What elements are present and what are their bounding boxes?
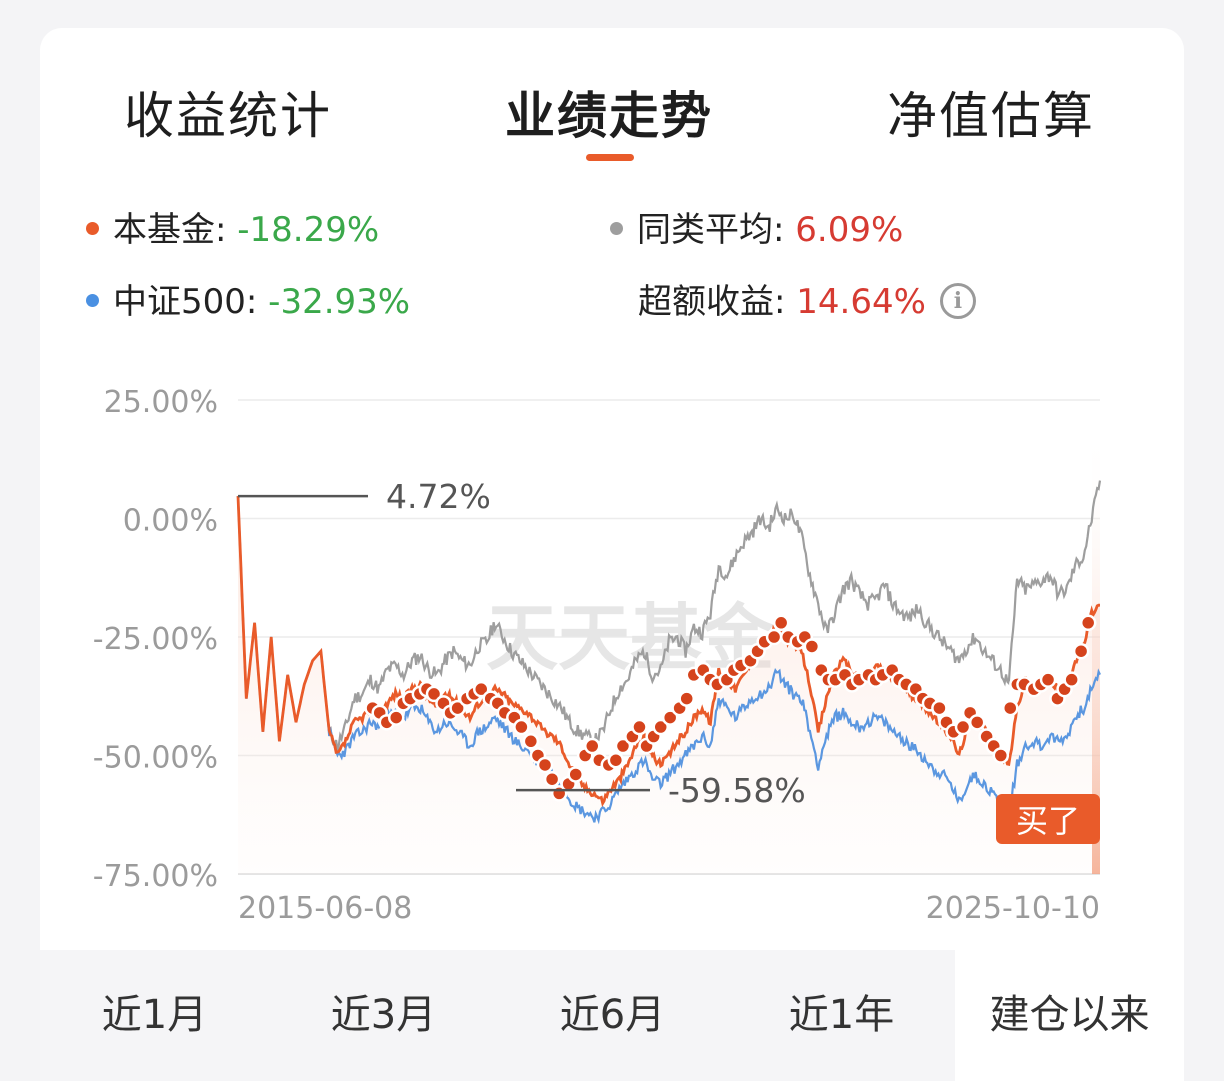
legend-category-avg: 同类平均: 6.09% bbox=[610, 202, 903, 251]
buy-marker bbox=[607, 751, 625, 769]
end-spike bbox=[1092, 423, 1100, 874]
buy-marker bbox=[678, 690, 695, 707]
fund-area bbox=[238, 496, 1100, 874]
category-avg-dot-icon bbox=[610, 222, 623, 235]
buy-badge-label: 买了 bbox=[1016, 802, 1080, 840]
period-3-months[interactable]: 近3月 bbox=[330, 992, 437, 1038]
buy-marker bbox=[614, 737, 632, 755]
y-tick-label: 25.00% bbox=[104, 385, 218, 420]
active-tab-indicator bbox=[586, 154, 634, 161]
legend-category-avg-label: 同类平均: bbox=[637, 210, 796, 250]
buy-marker bbox=[661, 709, 679, 726]
tab-bar: 收益统计 业绩走势 净值估算 bbox=[40, 28, 1184, 198]
y-tick-label: 0.00% bbox=[123, 504, 218, 539]
buy-marker bbox=[1063, 671, 1080, 688]
legend-index-label: 中证500: bbox=[113, 282, 269, 322]
x-end-label: 2025-10-10 bbox=[926, 891, 1100, 926]
buy-marker bbox=[425, 685, 443, 703]
legend-excess-label: 超额收益: bbox=[638, 282, 797, 322]
buy-marker bbox=[1039, 671, 1057, 688]
watermark: 天天基金 bbox=[486, 595, 775, 680]
x-start-label: 2015-06-08 bbox=[238, 891, 412, 926]
tab-nav-estimate[interactable]: 净值估算 bbox=[887, 87, 1095, 145]
legend-excess-return: 超额收益: 14.64% i bbox=[638, 274, 976, 323]
buy-marker bbox=[1072, 642, 1090, 660]
buy-marker bbox=[387, 709, 405, 726]
buy-marker bbox=[765, 628, 783, 646]
buy-marker bbox=[543, 770, 561, 788]
legend-index: 中证500: -32.93% bbox=[86, 274, 410, 323]
buy-marker bbox=[472, 680, 490, 698]
buy-marker bbox=[803, 638, 821, 655]
legend-category-avg-value: 6.09% bbox=[795, 210, 904, 250]
max-label: 4.72% bbox=[386, 477, 491, 516]
period-6-months[interactable]: 近6月 bbox=[559, 992, 666, 1038]
buy-marker bbox=[652, 718, 669, 736]
buy-marker bbox=[931, 699, 948, 717]
y-tick-label: -75.00% bbox=[93, 859, 218, 894]
series-line-category-avg bbox=[236, 480, 1102, 751]
period-selector: 近1月 近3月 近6月 近1年 建仓以来 bbox=[40, 950, 1184, 1081]
buy-badge bbox=[996, 794, 1100, 844]
period-1-month[interactable]: 近1月 bbox=[101, 992, 208, 1038]
buy-marker bbox=[1002, 699, 1019, 717]
legend-fund: 本基金: -18.29% bbox=[86, 202, 379, 251]
y-tick-label: -25.00% bbox=[93, 622, 218, 657]
index-dot-icon bbox=[86, 294, 99, 307]
period-since-inception[interactable]: 建仓以来 bbox=[955, 950, 1184, 1081]
tab-return-stats[interactable]: 收益统计 bbox=[124, 87, 332, 145]
legend-fund-value: -18.29% bbox=[237, 210, 380, 250]
buy-markers bbox=[364, 614, 1097, 802]
buy-marker bbox=[513, 718, 530, 736]
legend-index-value: -32.93% bbox=[268, 282, 411, 322]
y-tick-label: -50.00% bbox=[93, 741, 218, 776]
fund-area-fill bbox=[238, 423, 1100, 874]
performance-card: 收益统计 业绩走势 净值估算 本基金: -18.29% 同类平均: 6.09% … bbox=[40, 28, 1184, 1081]
performance-chart: 25.00% 0.00% -25.00% -50.00% -75.00% 天天基金 4.… bbox=[93, 385, 1102, 926]
buy-marker bbox=[583, 737, 601, 755]
chart-annotations: 4.72% -59.58% 买了 bbox=[238, 477, 1100, 844]
buy-marker bbox=[954, 718, 972, 736]
buy-marker bbox=[522, 733, 540, 750]
info-icon[interactable]: i bbox=[939, 282, 976, 319]
buy-marker bbox=[968, 714, 986, 731]
tab-performance-trend[interactable]: 业绩走势 bbox=[505, 87, 713, 145]
min-label: -59.58% bbox=[668, 771, 806, 810]
period-1-year[interactable]: 近1年 bbox=[788, 992, 895, 1038]
buy-marker bbox=[772, 614, 790, 632]
legend-excess-value: 14.64% bbox=[796, 282, 926, 322]
buy-marker bbox=[567, 766, 584, 783]
chart-axes: 2015-06-08 2025-10-10 bbox=[238, 891, 1100, 926]
legend-fund-label: 本基金: bbox=[113, 210, 238, 250]
buy-marker bbox=[536, 756, 554, 774]
buy-marker bbox=[449, 699, 466, 717]
fund-dot-icon bbox=[86, 222, 99, 235]
buy-marker bbox=[992, 747, 1010, 764]
buy-marker bbox=[1079, 614, 1097, 632]
buy-marker bbox=[631, 718, 648, 736]
